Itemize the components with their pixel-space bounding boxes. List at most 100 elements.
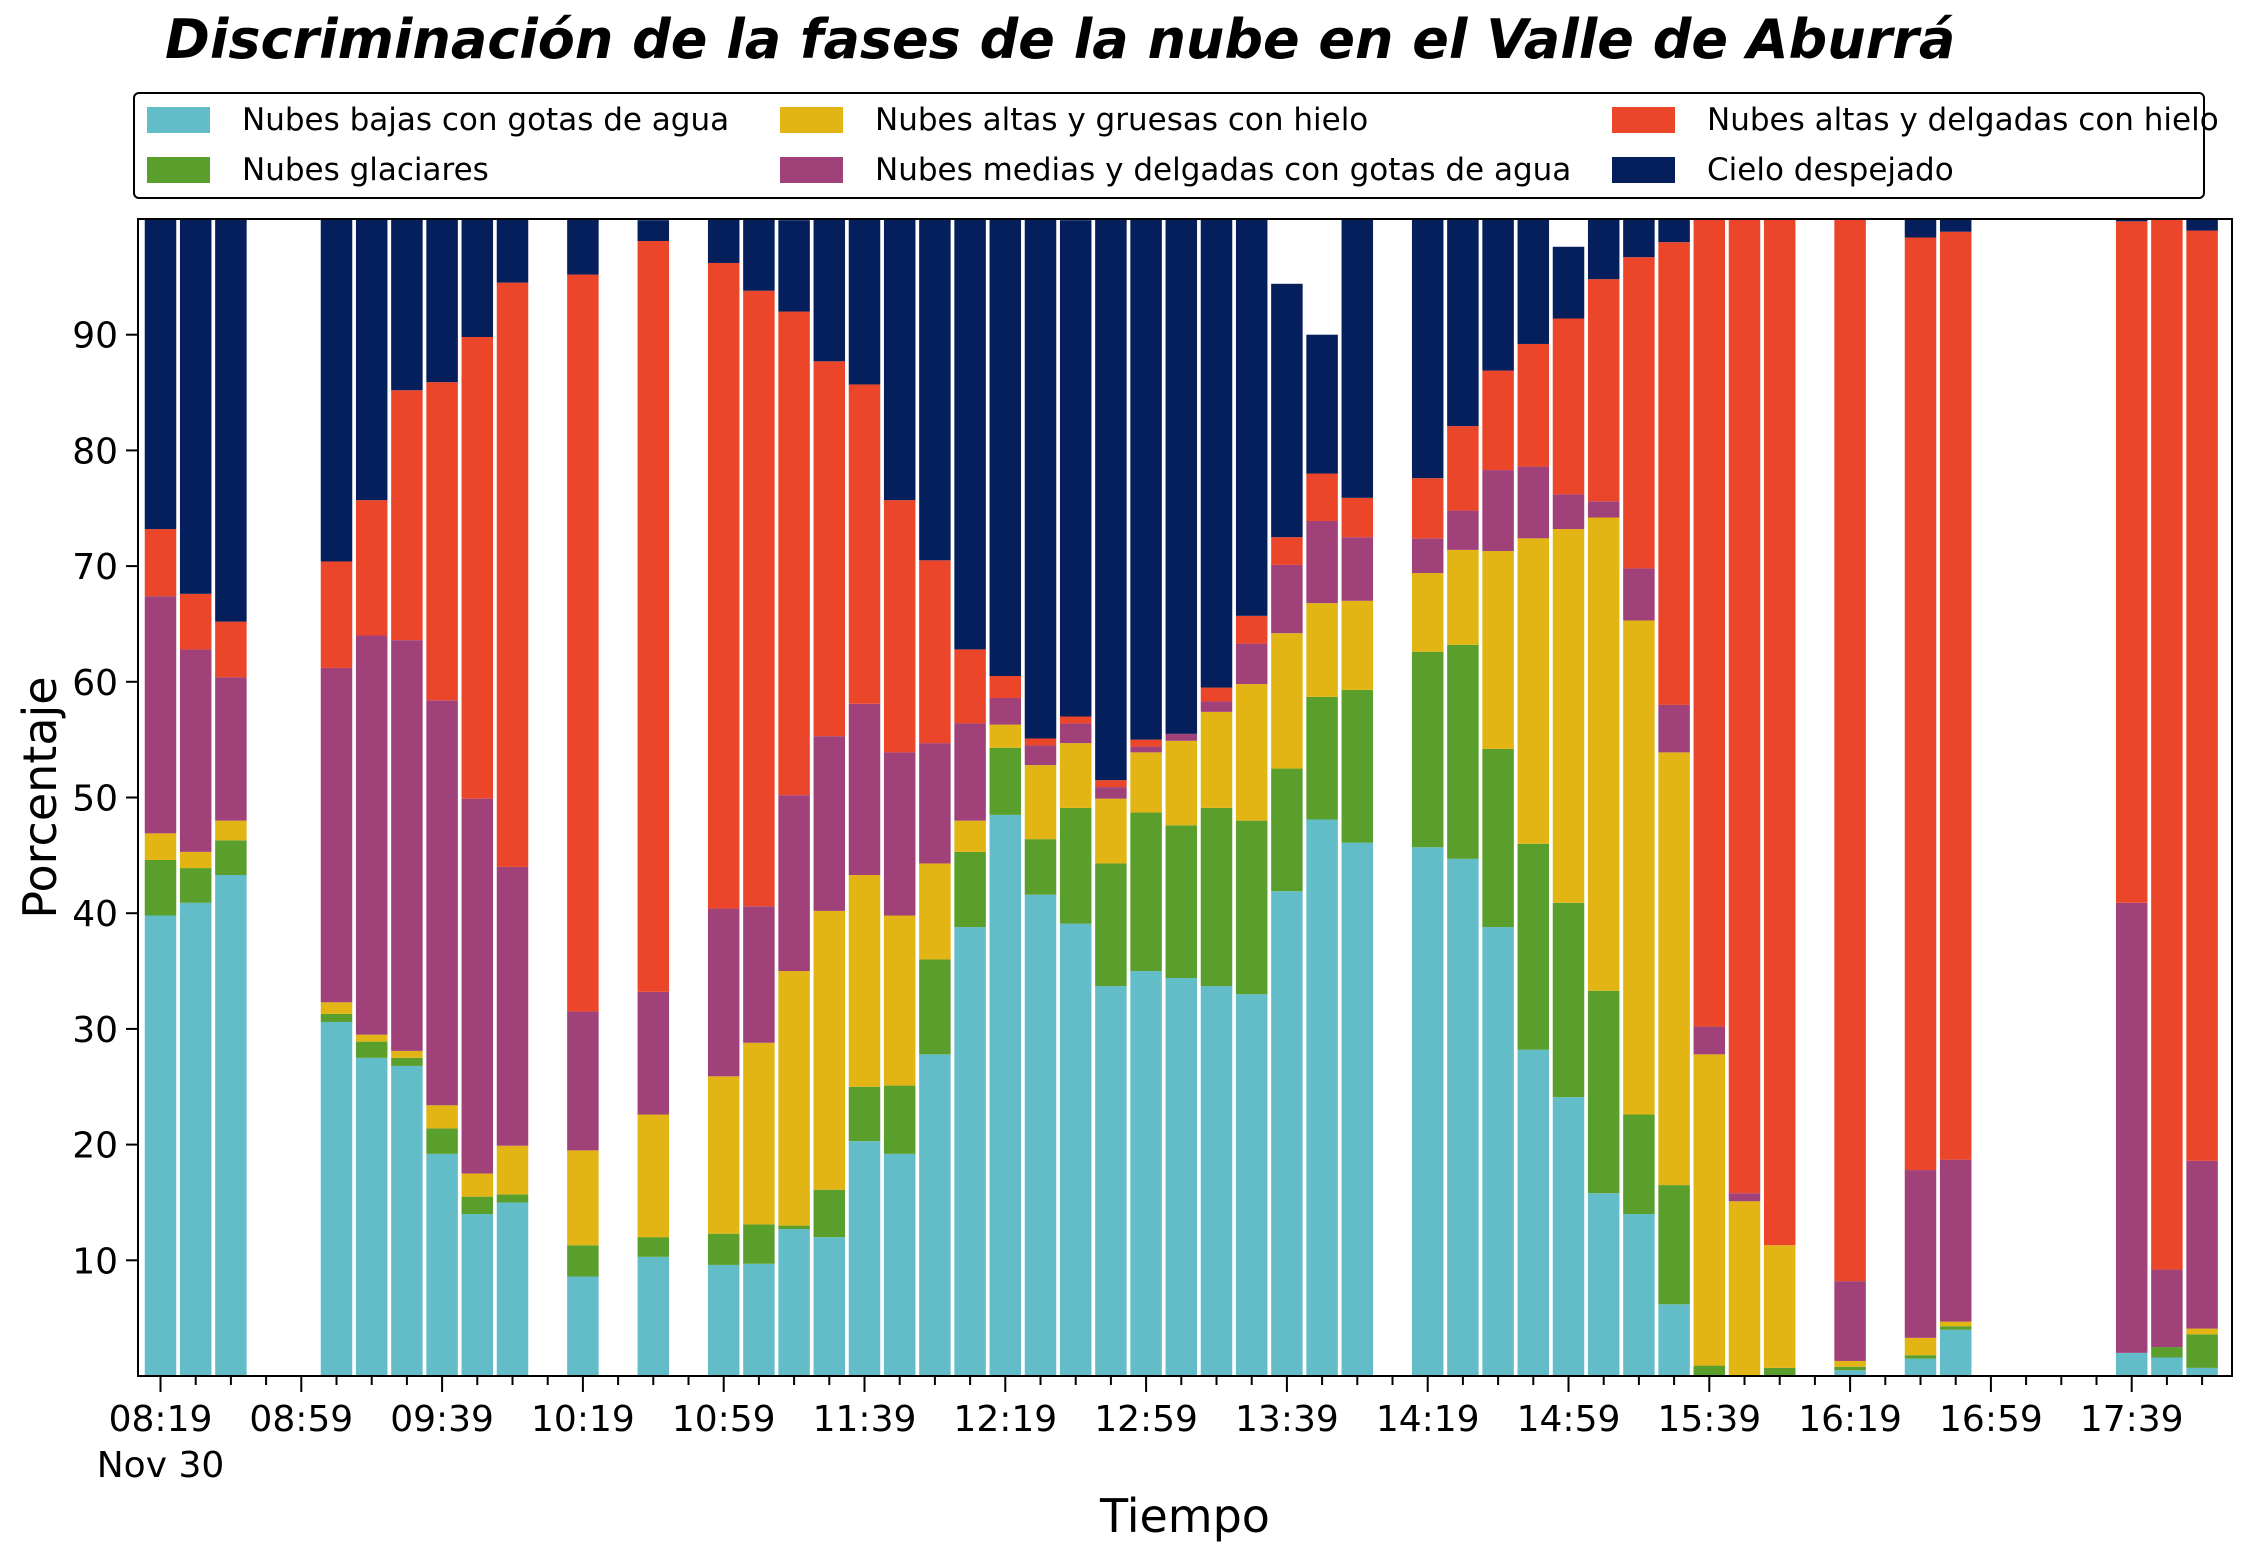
bar-segment (919, 560, 951, 744)
bar-segment (1623, 1114, 1655, 1215)
bar-segment (179, 649, 212, 852)
bar-segment (1517, 538, 1550, 844)
bar-segment (355, 500, 388, 636)
bar-segment (461, 798, 494, 1174)
bar-segment (813, 910, 846, 1190)
bar-segment (1552, 902, 1585, 1098)
bar-segment (1447, 426, 1479, 511)
legend-swatch (147, 107, 210, 133)
x-tick-label: 10:59 (672, 1399, 776, 1440)
bar-segment (707, 908, 740, 1077)
legend-swatch (147, 157, 210, 183)
bar-segment (1059, 743, 1092, 808)
bar-segment (883, 752, 916, 916)
bar-segment (1482, 370, 1514, 471)
bar-segment (426, 1153, 458, 1376)
bar-segment (1939, 231, 1972, 1160)
bar-segment (215, 621, 247, 678)
x-tick-label: 16:59 (1939, 1399, 2043, 1440)
bar-segment (954, 851, 986, 928)
x-tick-label: 14:19 (1376, 1399, 1480, 1440)
bar-segment (1341, 600, 1374, 690)
bar-segment (2186, 1334, 2218, 1368)
bar-segment (496, 1194, 529, 1203)
x-tick-label: 15:39 (1657, 1399, 1761, 1440)
bar-segment (567, 274, 599, 1012)
bar-segment (567, 219, 599, 275)
bar-segment (1482, 551, 1514, 749)
chart-title: Discriminación de la fases de la nube en… (165, 8, 1956, 71)
legend-label: Nubes altas y delgadas con hielo (1707, 102, 2219, 138)
bar-segment (989, 747, 1022, 815)
bar-segment (1200, 986, 1233, 1376)
legend-swatch (1612, 107, 1675, 133)
bar-segment (637, 1237, 670, 1257)
bar-segment (320, 1002, 353, 1014)
bar-segment (989, 698, 1022, 725)
bar-segment (2115, 221, 2148, 903)
x-tick-label: 17:39 (2080, 1399, 2184, 1440)
bar-segment (1834, 1360, 1866, 1367)
bar-segment (1587, 219, 1620, 280)
bar-segment (1130, 746, 1162, 753)
bar-segment (1200, 701, 1233, 712)
bar-segment (1411, 478, 1444, 539)
legend-item: Nubes glaciares (147, 150, 489, 190)
bar-segment (1623, 1214, 1655, 1376)
bar-segment (778, 311, 810, 796)
bar-segment (1482, 748, 1514, 928)
legend-swatch (780, 107, 843, 133)
bar-segment (144, 833, 177, 860)
bar-segment (1447, 510, 1479, 550)
bar-segment (1341, 842, 1374, 1376)
bar-segment (1587, 1193, 1620, 1376)
bar-segment (320, 561, 353, 668)
bar-segment (1306, 603, 1338, 697)
bar-segment (1834, 1370, 1866, 1376)
bar-segment (1306, 819, 1338, 1376)
bar-segment (391, 1050, 423, 1058)
bar-segment (320, 667, 353, 1003)
bar-segment (461, 219, 494, 338)
bar-segment (426, 700, 458, 1106)
bar-segment (1235, 684, 1268, 821)
bar-segment (989, 814, 1022, 1376)
bar-segment (1130, 971, 1162, 1376)
bar-segment (1834, 1281, 1866, 1361)
bar-segment (1235, 615, 1268, 644)
bar-segment (391, 640, 423, 1051)
bar-segment (778, 1229, 810, 1376)
legend-label: Nubes medias y delgadas con gotas de agu… (875, 152, 1572, 188)
bar-segment (355, 1057, 388, 1376)
bar-segment (1658, 219, 1690, 243)
bar-segment (2186, 230, 2218, 1161)
bar-segment (1059, 923, 1092, 1376)
bar-segment (883, 915, 916, 1086)
bar-segment (1693, 1365, 1726, 1376)
bar-segment (391, 1065, 423, 1376)
bar-segment (2186, 1160, 2218, 1329)
bar-segment (954, 927, 986, 1376)
bar-segment (1447, 644, 1479, 859)
bar-segment (1552, 246, 1585, 319)
bar-segment (1517, 466, 1550, 539)
bar-segment (637, 1114, 670, 1238)
bar-segment (1447, 858, 1479, 1376)
bar-segment (1024, 894, 1057, 1376)
bar-segment (1693, 1026, 1726, 1055)
bar-segment (1024, 765, 1057, 840)
bar-segment (1904, 1355, 1937, 1359)
bar-segment (391, 1057, 423, 1066)
bar-segment (144, 529, 177, 597)
bar-segment (743, 1042, 775, 1225)
legend-label: Nubes glaciares (242, 152, 489, 188)
bar-segment (954, 820, 986, 852)
bar-segment (1482, 219, 1514, 371)
bar-segment (848, 703, 881, 876)
bar-segment (1095, 787, 1127, 799)
bar-segment (1306, 520, 1338, 604)
bar-segment (1130, 812, 1162, 972)
bar-segment (1658, 1304, 1690, 1376)
x-tick-label: 08:19 (109, 1399, 213, 1440)
bar-segment (426, 1128, 458, 1154)
